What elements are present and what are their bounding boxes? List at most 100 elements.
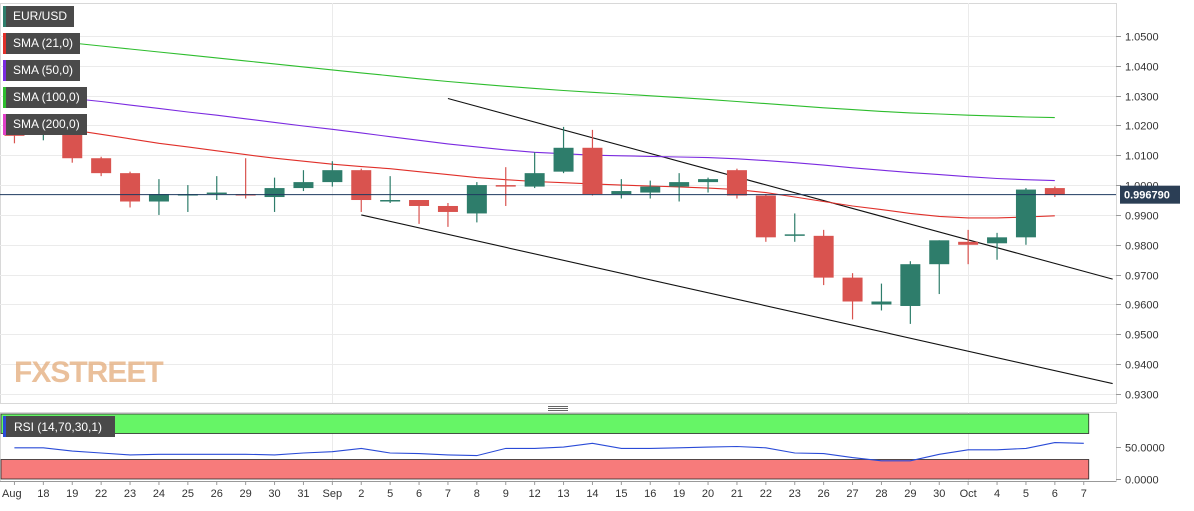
candles xyxy=(4,125,1065,324)
legend-label: SMA (50,0) xyxy=(13,63,74,77)
candle-body xyxy=(322,170,343,183)
x-tick-label: 5 xyxy=(387,488,393,500)
candle-body xyxy=(958,241,979,245)
candle[interactable] xyxy=(726,168,747,199)
candle-body xyxy=(640,186,661,193)
candle[interactable] xyxy=(784,213,805,242)
x-tick-label: 20 xyxy=(702,488,714,500)
candle[interactable] xyxy=(466,182,487,223)
candle-body xyxy=(148,194,169,202)
candle-body xyxy=(62,128,83,159)
candle[interactable] xyxy=(322,161,343,187)
candle[interactable] xyxy=(351,168,372,212)
rsi-overbought-zone xyxy=(0,413,1090,434)
candle[interactable] xyxy=(987,232,1008,260)
candle-body xyxy=(495,185,516,187)
panel-resize-handle[interactable] xyxy=(548,405,568,411)
candle[interactable] xyxy=(871,283,892,311)
x-tick-label: 9 xyxy=(503,488,509,500)
candle[interactable] xyxy=(813,229,834,286)
candle[interactable] xyxy=(669,173,690,202)
watermark: FXSTREET xyxy=(14,356,163,389)
candle[interactable] xyxy=(437,203,458,227)
trendline[interactable] xyxy=(447,97,1113,280)
legend-item[interactable]: SMA (200,0) xyxy=(3,114,87,135)
x-tick-label: 4 xyxy=(994,488,1000,500)
price-tick-label: 1.0300 xyxy=(1125,92,1159,104)
candle[interactable] xyxy=(698,177,719,193)
candle-body xyxy=(351,170,372,201)
candle[interactable] xyxy=(582,129,603,196)
candle-body xyxy=(755,195,776,238)
price-tick-label: 0.9800 xyxy=(1125,241,1159,253)
x-tick-label: 30 xyxy=(268,488,280,500)
x-tick-label: 5 xyxy=(1023,488,1029,500)
price-tick-label: 0.9900 xyxy=(1125,211,1159,223)
candle[interactable] xyxy=(495,167,516,206)
legend-item[interactable]: SMA (21,0) xyxy=(3,33,81,54)
candle[interactable] xyxy=(640,180,661,199)
candle-body xyxy=(206,192,227,195)
legend-swatch xyxy=(3,114,6,135)
x-tick-label: 19 xyxy=(673,488,685,500)
x-tick-label: 19 xyxy=(66,488,78,500)
candle[interactable] xyxy=(755,194,776,242)
candle[interactable] xyxy=(1015,188,1036,245)
x-tick-label: 18 xyxy=(37,488,49,500)
x-axis: Aug 18 19 22 23 24 25 26 29 30 31 Sep 2 5 6 7 8 9 12 13 14 15… xyxy=(0,481,1116,500)
candle[interactable] xyxy=(929,240,950,295)
candle[interactable] xyxy=(148,179,169,215)
x-tick-label: 7 xyxy=(1081,488,1087,500)
x-tick-label: 22 xyxy=(760,488,772,500)
candle-body xyxy=(726,170,747,196)
legend-item[interactable]: SMA (50,0) xyxy=(3,60,81,81)
price-tick-label: 1.0100 xyxy=(1125,151,1159,163)
x-tick-label: 26 xyxy=(211,488,223,500)
x-tick-label: 7 xyxy=(445,488,451,500)
candle[interactable] xyxy=(380,176,401,203)
x-tick-label: 12 xyxy=(529,488,541,500)
price-tick-label: 1.0200 xyxy=(1125,121,1159,133)
rsi-oversold-zone xyxy=(0,459,1090,480)
candle[interactable] xyxy=(206,176,227,201)
legend-swatch xyxy=(3,87,6,108)
x-tick-label: 27 xyxy=(846,488,858,500)
price-tick-label: 0.9300 xyxy=(1125,390,1159,402)
legend-item[interactable]: EUR/USD xyxy=(3,6,75,27)
x-tick-label: 23 xyxy=(789,488,801,500)
price-panel-frame xyxy=(0,3,1117,404)
x-tick-label: 6 xyxy=(1052,488,1058,500)
candle-body xyxy=(1044,188,1065,195)
candle[interactable] xyxy=(842,273,863,320)
x-tick-label: 29 xyxy=(904,488,916,500)
price-tick-label: 0.9600 xyxy=(1125,300,1159,312)
candle[interactable] xyxy=(409,200,430,224)
moving-averages xyxy=(14,36,1055,219)
candle[interactable] xyxy=(177,185,198,212)
candle-body xyxy=(611,191,632,195)
candle[interactable] xyxy=(553,126,574,174)
candle-body xyxy=(409,200,430,206)
candle[interactable] xyxy=(1044,186,1065,198)
candle-body xyxy=(524,173,545,187)
candle[interactable] xyxy=(293,170,314,192)
candle-body xyxy=(813,235,834,278)
legend-label: SMA (21,0) xyxy=(13,36,74,50)
candle[interactable] xyxy=(524,152,545,189)
candle[interactable] xyxy=(120,171,141,208)
candle-body xyxy=(784,234,805,236)
candle[interactable] xyxy=(900,261,921,324)
candle-body xyxy=(437,205,458,212)
x-tick-label: 23 xyxy=(124,488,136,500)
legend-item[interactable]: SMA (100,0) xyxy=(3,87,87,108)
candle[interactable] xyxy=(611,179,632,199)
candle[interactable] xyxy=(958,229,979,265)
x-tick-label: 29 xyxy=(240,488,252,500)
legend-swatch xyxy=(3,6,6,27)
legend-swatch xyxy=(3,60,6,81)
axes: 1.05001.04001.03001.02001.01001.00000.99… xyxy=(0,32,1180,402)
trendline[interactable] xyxy=(361,214,1113,385)
candle[interactable] xyxy=(91,156,112,177)
candle[interactable] xyxy=(235,158,256,199)
